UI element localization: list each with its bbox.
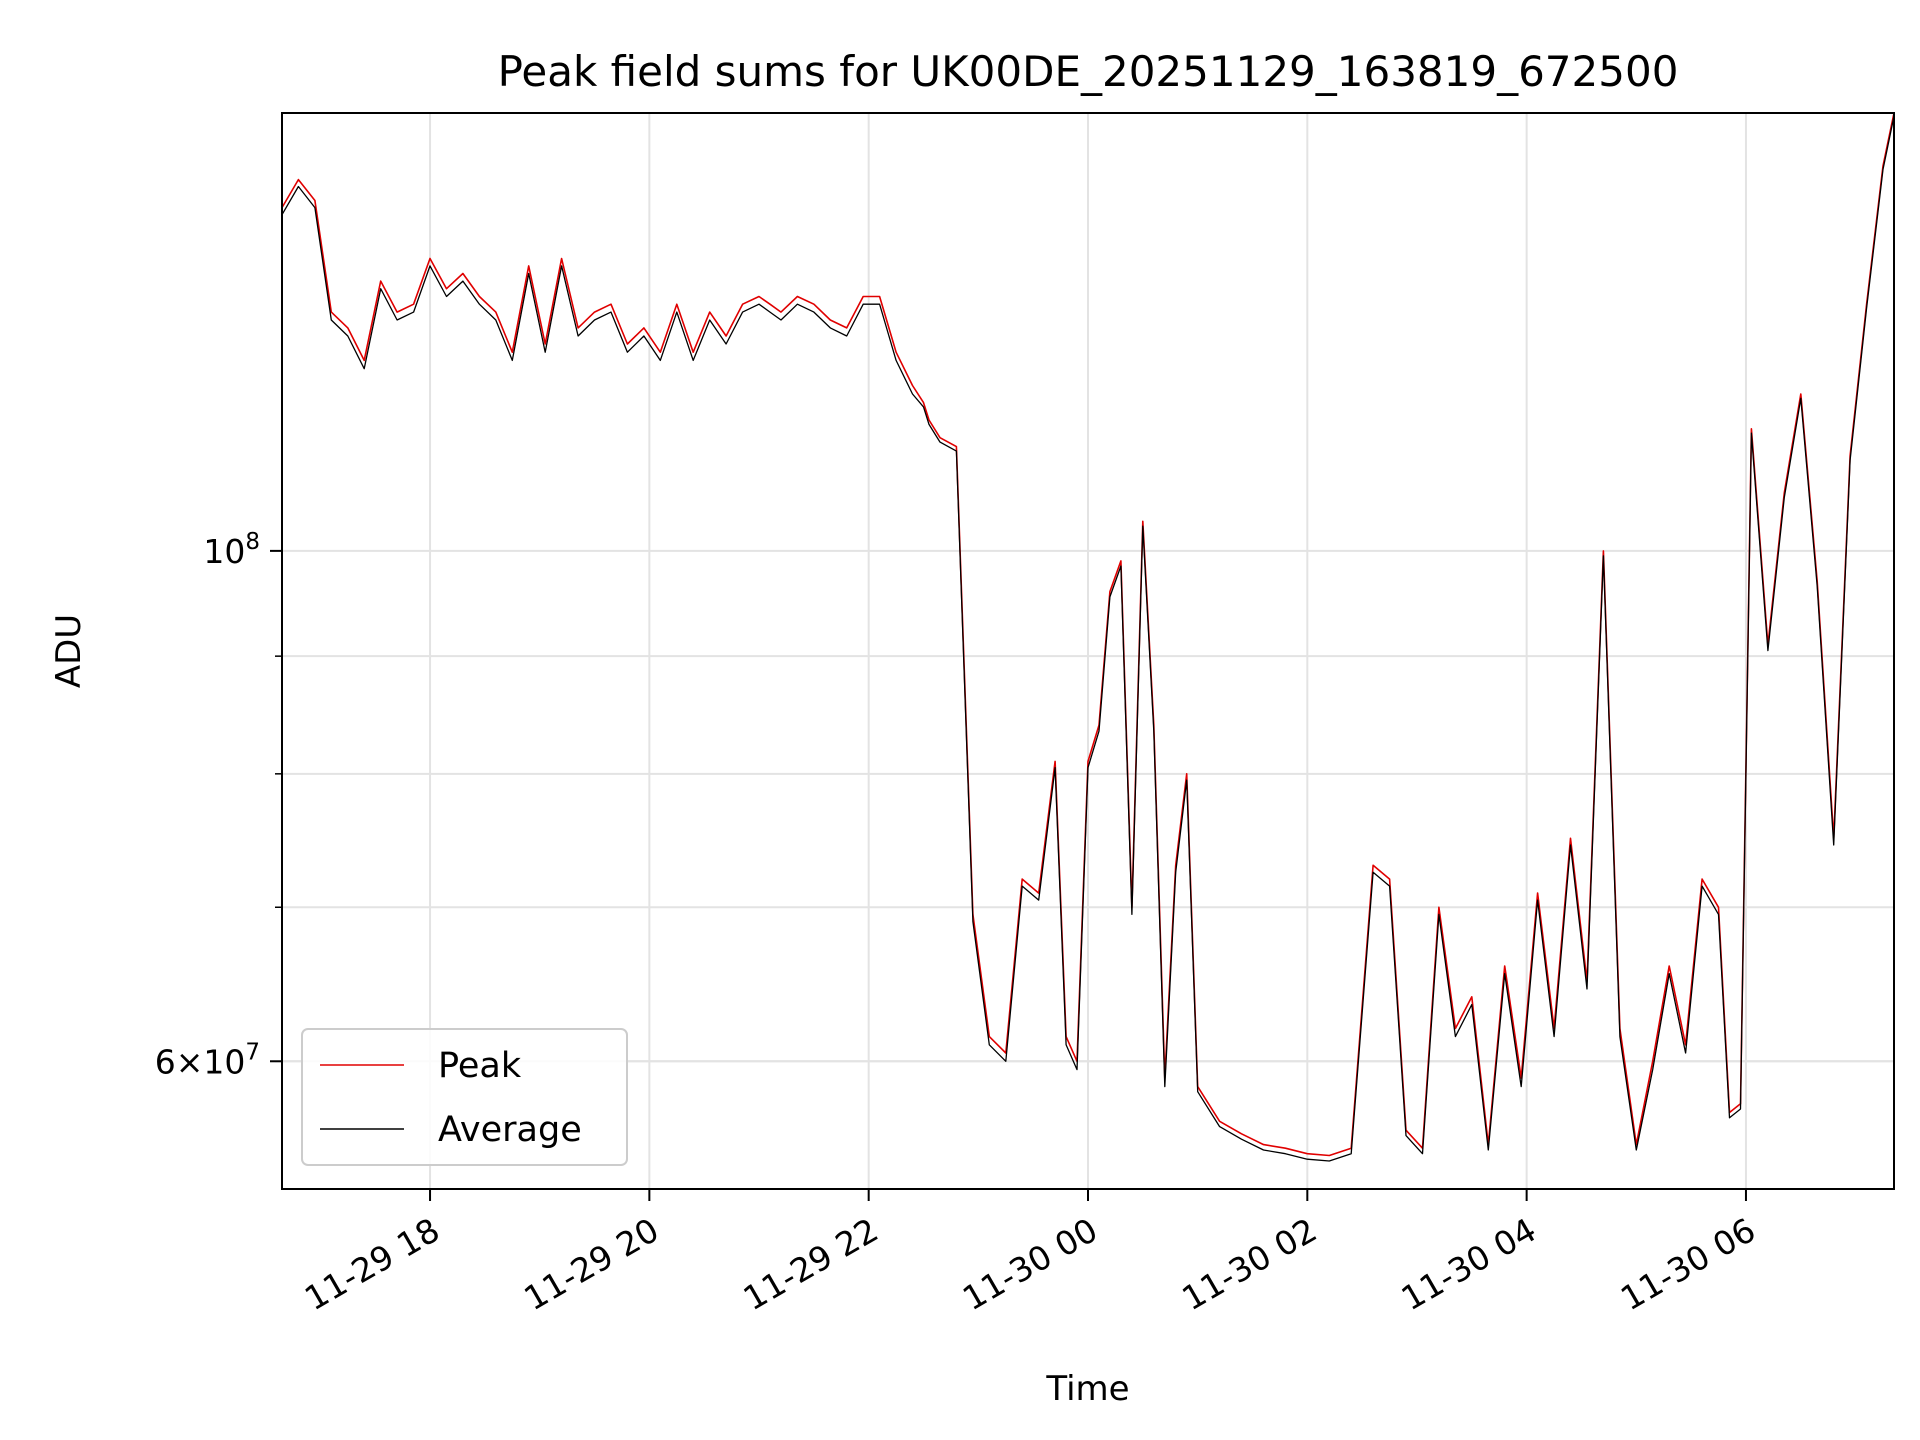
y-axis-ticks: 108 6×107: [155, 529, 282, 1081]
y-tick-label: 108: [203, 529, 260, 571]
y-axis-label: ADU: [49, 614, 89, 688]
legend-label-average: Average: [438, 1110, 582, 1150]
y-tick-label: 6×107: [155, 1039, 260, 1081]
legend-box: [301, 1028, 628, 1166]
x-axis-label: Time: [1045, 1369, 1129, 1409]
legend: Peak Average: [301, 1028, 628, 1166]
series-line-average: [281, 116, 1895, 1162]
legend-label-peak: Peak: [438, 1046, 522, 1086]
series-lines: [281, 112, 1895, 1162]
chart-title: Peak field sums for UK00DE_20251129_1638…: [498, 47, 1679, 96]
